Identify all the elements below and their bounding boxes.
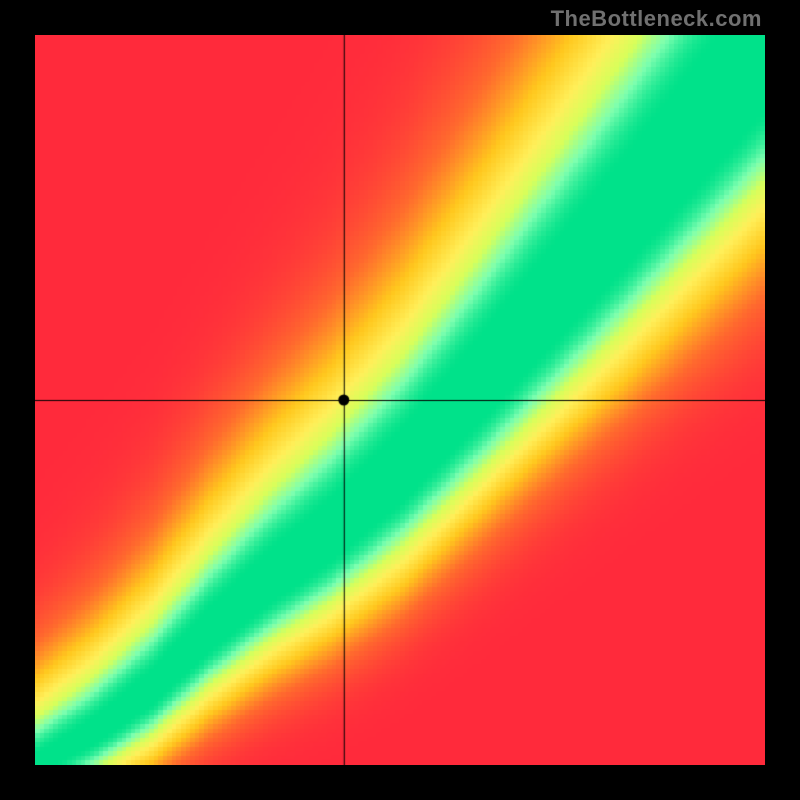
- watermark-text: TheBottleneck.com: [551, 6, 762, 32]
- bottleneck-heatmap: [35, 35, 765, 765]
